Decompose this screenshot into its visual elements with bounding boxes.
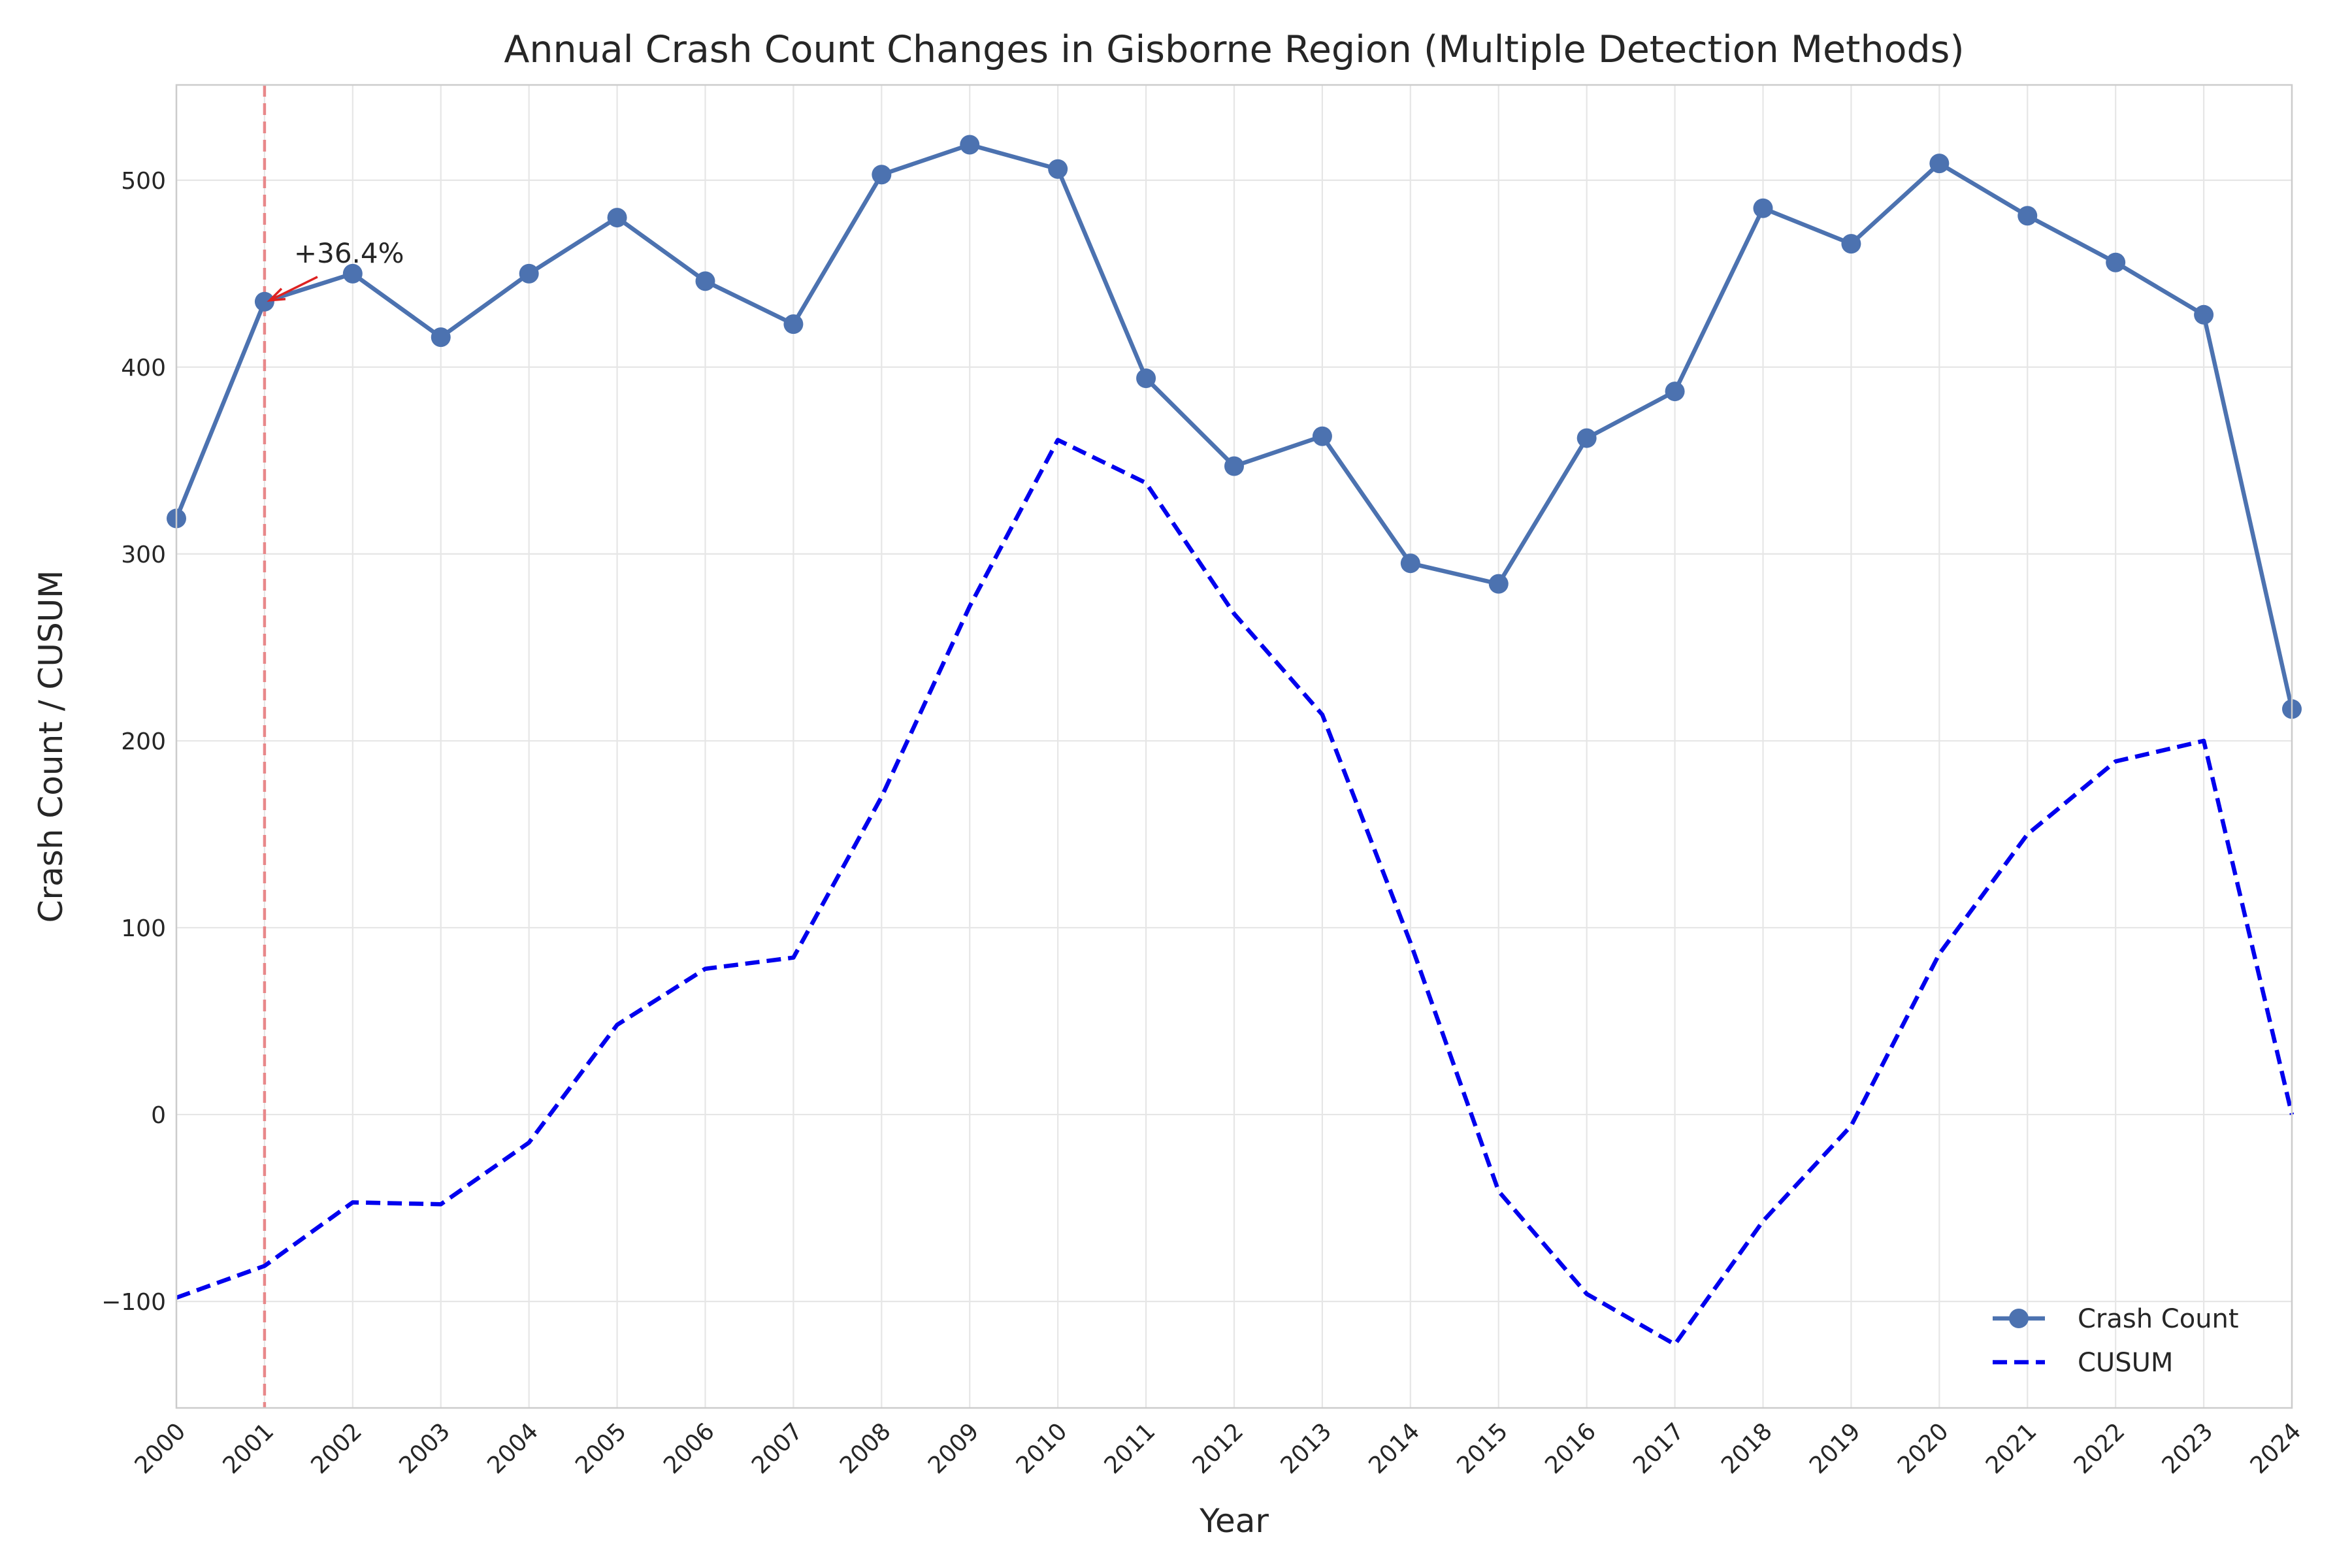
crash-count-point (1488, 574, 1509, 594)
series-layer (167, 135, 2302, 1347)
annotation-arrow (270, 276, 318, 301)
cusum-line (175, 438, 2295, 1347)
crash-count-point (2194, 304, 2214, 325)
crash-count-point (960, 135, 980, 155)
y-tick-label: 200 (121, 728, 166, 755)
crash-count-point (519, 263, 539, 284)
y-tick-label: 400 (121, 355, 166, 382)
crash-count-point (431, 327, 451, 348)
crash-count-point (1576, 428, 1597, 448)
crash-count-point (1753, 198, 1773, 218)
annotation-arrowhead (267, 287, 286, 302)
crash-count-point (695, 271, 715, 291)
crash-count-point (342, 263, 363, 284)
crash-count-point (1136, 368, 1156, 389)
crash-count-point (872, 165, 892, 185)
crash-count-point (1312, 426, 1332, 446)
y-tick-label: 500 (121, 168, 166, 195)
y-tick-label: −100 (101, 1289, 166, 1316)
y-tick-label: 300 (121, 542, 166, 568)
legend-cusum-label: CUSUM (2078, 1348, 2173, 1378)
crash-count-point (2106, 252, 2126, 272)
legend: Crash Count CUSUM (1993, 1304, 2239, 1378)
crash-count-point (607, 208, 627, 228)
crash-count-point (783, 314, 804, 335)
chart-title: Annual Crash Count Changes in Gisborne R… (504, 28, 1964, 71)
legend-crash-count-label: Crash Count (2078, 1304, 2239, 1334)
y-tick-label: 0 (151, 1102, 166, 1129)
y-tick-label: 100 (121, 915, 166, 942)
crash-count-point (1048, 159, 1068, 179)
crash-count-point (1841, 234, 1861, 254)
legend-crash-count-marker (2009, 1309, 2029, 1328)
annotation-label: +36.4% (294, 237, 404, 269)
y-axis-label: Crash Count / CUSUM (32, 570, 70, 923)
crash-count-point (1665, 382, 1685, 402)
crash-count-point (2017, 206, 2038, 226)
crash-count-point (1224, 456, 1244, 476)
annotation: +36.4% (267, 237, 404, 302)
crash-count-point (1929, 154, 1950, 174)
x-axis-label: Year (1199, 1502, 1269, 1540)
crash-count-point (1400, 553, 1420, 574)
plot-frame (175, 84, 2293, 1409)
grid (175, 85, 2293, 1408)
crash-count-point (254, 291, 274, 312)
